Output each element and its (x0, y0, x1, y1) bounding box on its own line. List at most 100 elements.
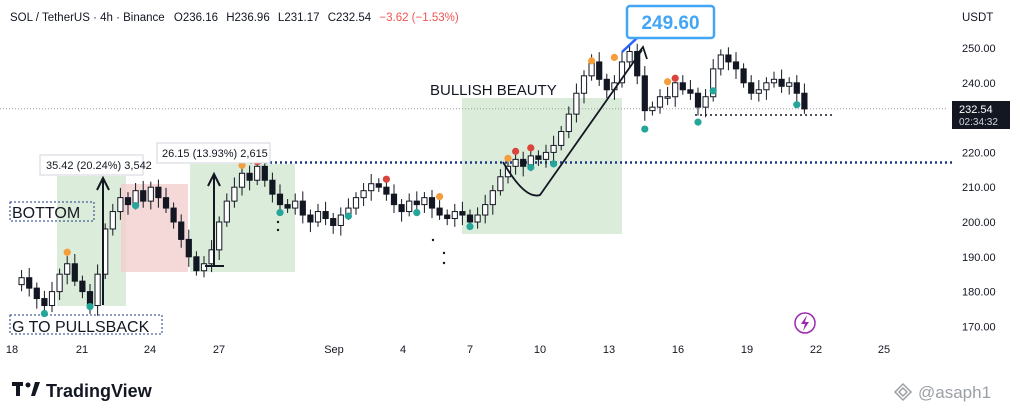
candle-body (618, 61, 626, 84)
marker-dot (276, 220, 280, 224)
x-tick-label: 27 (213, 344, 225, 356)
time-axis[interactable]: 18 21 24 27 Sep 4 7 10 13 16 19 22 25 (6, 344, 890, 356)
x-tick-label: 16 (672, 344, 684, 356)
highlight-zones (57, 98, 622, 306)
candle-body (162, 197, 170, 209)
bullish-label: BULLISH BEAUTY (430, 82, 557, 99)
candle-body (231, 186, 238, 202)
signal-dot-green (132, 202, 140, 210)
candle-body (793, 82, 800, 94)
candle-body (428, 197, 436, 209)
candle-body (702, 96, 709, 108)
annotations (96, 37, 648, 305)
y-tick-label: 250.00 (962, 43, 996, 55)
currency-label[interactable]: USDT (962, 12, 993, 24)
candle-body (254, 165, 261, 181)
candle-body (482, 204, 489, 216)
signal-dot-red (671, 74, 679, 82)
level-lines (0, 108, 952, 335)
candle-body (732, 61, 740, 70)
ohlc-high: H236.96 (226, 12, 269, 24)
candle-body (178, 221, 185, 240)
candle-body (71, 263, 78, 282)
candle-body (56, 273, 63, 293)
x-tick-label: 21 (76, 344, 88, 356)
candle-body (626, 50, 633, 63)
candle-body (64, 263, 71, 275)
x-tick-label: 18 (6, 344, 18, 356)
marker-dot (442, 261, 446, 265)
y-tick-label: 220.00 (962, 147, 996, 159)
peak-price-label: 249.60 (641, 13, 699, 34)
signal-dot-orange (504, 154, 512, 162)
bottom-label: BOTTOM (12, 205, 80, 222)
y-tick-label: 200.00 (962, 217, 996, 229)
candle-body (307, 214, 314, 223)
candle-body (520, 158, 527, 167)
ohlc-low: L231.17 (278, 12, 320, 24)
candle-body (18, 277, 25, 286)
candle-body (459, 211, 466, 216)
x-tick-label: 10 (534, 344, 546, 356)
candle-body (740, 68, 747, 84)
candle-body (238, 172, 246, 188)
candle-body (497, 176, 504, 192)
signal-dot-red (382, 175, 390, 183)
ohlc-open: O236.16 (174, 12, 218, 24)
x-tick-label: 19 (741, 344, 753, 356)
candle-body (314, 211, 322, 223)
zone-red-1 (121, 184, 188, 272)
candle-body (436, 207, 443, 216)
candle-body (79, 280, 86, 293)
candle-body (596, 61, 603, 80)
candle-body (170, 207, 177, 223)
candle-body (200, 263, 208, 272)
candle-body (672, 82, 679, 98)
candle-body (634, 50, 641, 77)
ohlc-change: −3.62 (−1.53%) (379, 12, 458, 24)
symbol-title: SOL / TetherUS · 4h · Binance (10, 12, 165, 24)
candle-body (322, 211, 329, 220)
candle-body (406, 200, 413, 213)
watermark-icon (893, 382, 913, 402)
candle-body (147, 186, 154, 202)
candle-body (269, 179, 276, 195)
pullback-label: G TO PULLSBACK (12, 319, 150, 336)
candle-body (694, 92, 702, 108)
candle-body (679, 82, 686, 91)
x-tick-label: 22 (810, 344, 822, 356)
y-tick-label: 190.00 (962, 252, 996, 264)
candle-body (444, 214, 451, 220)
candle-body (26, 277, 33, 289)
candle-body (565, 113, 572, 133)
candle-body (451, 211, 458, 220)
candle-body (292, 200, 299, 209)
measure-box-1 (39, 154, 144, 176)
candle-body (223, 200, 230, 223)
x-tick-label: 25 (878, 344, 890, 356)
lightning-icon (801, 315, 809, 331)
signal-dot-green (86, 302, 94, 311)
signal-dot-green (709, 87, 717, 95)
swoosh-arrowhead (635, 45, 648, 60)
tradingview-logo-icon (12, 382, 40, 396)
peak-price-box (625, 4, 716, 40)
measure-label-1: 35.42 (20.24%) 3,542 (46, 160, 152, 172)
signal-dot-green (344, 212, 352, 220)
watermark-handle: @asaph1 (918, 383, 991, 402)
candle-body (466, 214, 474, 223)
signal-dot-green (694, 118, 702, 126)
y-tick-label: 180.00 (962, 287, 996, 299)
y-tick-label: 170.00 (962, 321, 996, 333)
price-axis[interactable]: 250.00240.00230.00220.00210.00200.00190.… (962, 43, 996, 333)
candle-body (656, 96, 664, 108)
signal-dot-green (550, 160, 558, 168)
countdown-label: 02:34:32 (959, 117, 998, 128)
candle-body (413, 200, 420, 206)
candle-body (512, 158, 519, 167)
measure-arrowhead-2 (207, 171, 221, 187)
signal-dot-red (511, 147, 520, 155)
candle-body (41, 298, 48, 307)
signal-dot-green (527, 163, 535, 171)
